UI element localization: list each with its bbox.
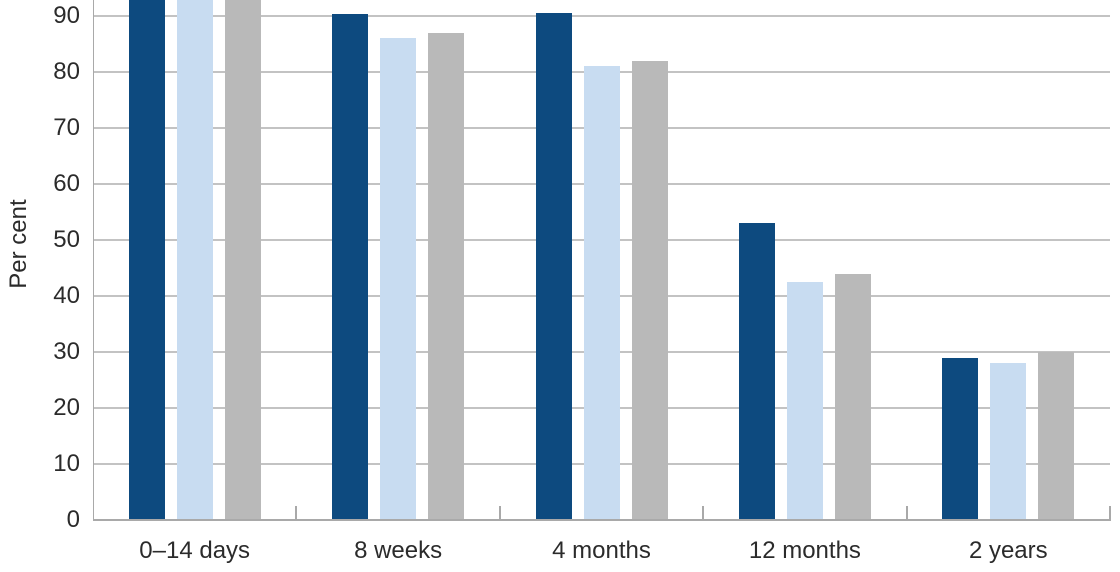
bar: [380, 38, 417, 520]
x-axis-tick: [905, 506, 908, 520]
x-axis-tick: [702, 506, 705, 520]
bar: [786, 282, 823, 520]
bar: [834, 273, 871, 520]
y-tick-label: 20: [53, 394, 80, 421]
bar: [224, 0, 261, 520]
bar: [332, 14, 369, 520]
y-tick-label: 10: [53, 450, 80, 477]
bar: [631, 60, 668, 520]
y-tick-label: 60: [53, 170, 80, 197]
x-axis-tick: [498, 506, 501, 520]
bar: [176, 0, 213, 520]
y-axis-line: [93, 0, 94, 520]
x-category-label: 8 weeks: [354, 537, 443, 564]
x-category-label: 2 years: [968, 537, 1048, 564]
y-tick-label: 90: [53, 2, 80, 29]
x-category-label: 4 months: [552, 537, 651, 564]
y-tick-label: 30: [53, 338, 80, 365]
x-category-label: 0–14 days: [139, 537, 251, 564]
x-axis-tick: [1109, 506, 1111, 520]
bar: [942, 357, 979, 520]
bar: [1038, 352, 1075, 520]
x-axis-line: [93, 519, 1111, 521]
x-axis-tick: [295, 506, 298, 520]
bar: [990, 363, 1027, 520]
x-category-label: 12 months: [748, 537, 861, 564]
y-tick-label: 40: [53, 282, 80, 309]
bar: [128, 0, 165, 520]
bar: [535, 13, 572, 520]
y-tick-label: 0: [66, 506, 80, 533]
bar: [738, 223, 775, 520]
y-tick-label: 80: [53, 58, 80, 85]
y-tick-label: 70: [53, 114, 80, 141]
gridline: [93, 15, 1110, 17]
bar: [583, 66, 620, 520]
y-tick-label: 50: [53, 226, 80, 253]
bar: [428, 32, 465, 520]
